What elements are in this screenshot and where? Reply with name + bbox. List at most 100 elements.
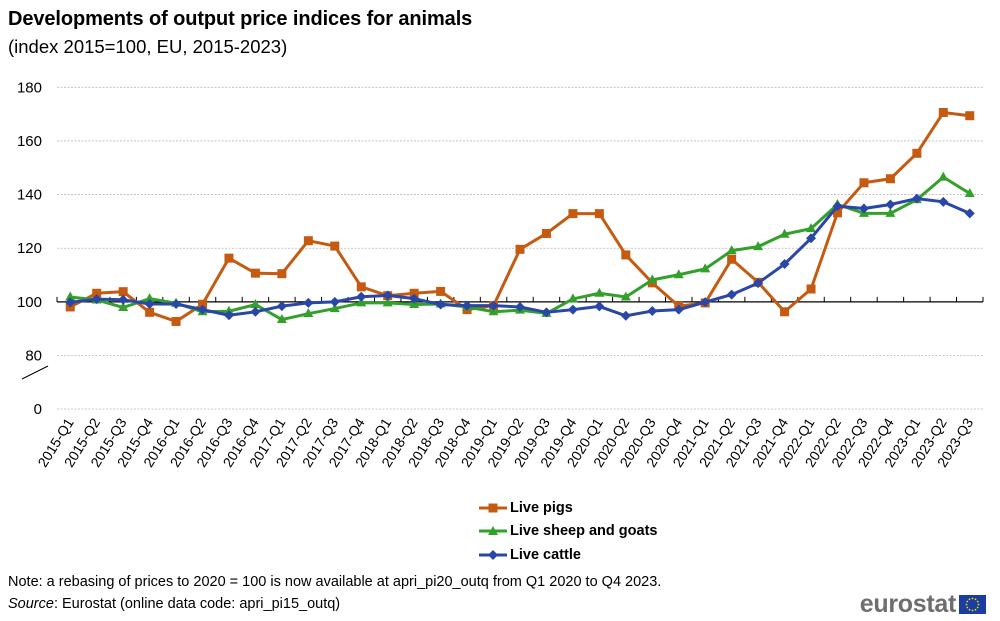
- legend-item-live-cattle[interactable]: Live cattle: [478, 543, 657, 567]
- data-point-square: [965, 111, 975, 121]
- x-axis-tick-labels: 2015-Q12015-Q22015-Q32015-Q42016-Q12016-…: [34, 415, 976, 470]
- legend-item-live-pigs[interactable]: Live pigs: [478, 496, 657, 520]
- legend: Live pigs Live sheep and goats Live catt…: [478, 496, 657, 567]
- data-point-square: [277, 269, 287, 279]
- data-point-diamond: [726, 289, 737, 300]
- data-point-triangle: [356, 297, 367, 307]
- data-point-diamond: [832, 201, 843, 212]
- data-point-triangle: [885, 207, 896, 217]
- y-tick-label: 120: [17, 240, 42, 257]
- data-point-square: [198, 299, 208, 309]
- data-point-triangle: [382, 297, 393, 307]
- triangle-marker-icon: [479, 526, 507, 536]
- chart-title: Developments of output price indices for…: [8, 8, 473, 30]
- data-point-square: [621, 250, 631, 260]
- data-point-diamond: [541, 307, 552, 318]
- data-point-diamond: [91, 294, 102, 305]
- data-point-diamond: [567, 304, 578, 315]
- y-tick-label: 180: [17, 79, 42, 96]
- data-point-triangle: [303, 308, 314, 318]
- y-tick-label: 100: [17, 294, 42, 311]
- data-point-diamond: [753, 278, 764, 289]
- data-point-square: [409, 288, 419, 298]
- data-point-diamond: [435, 299, 446, 310]
- data-point-triangle: [779, 228, 790, 238]
- data-point-diamond: [171, 299, 182, 310]
- data-point-diamond: [65, 297, 76, 308]
- square-marker-icon: [479, 503, 507, 513]
- legend-label: Live cattle: [510, 546, 581, 563]
- data-point-triangle: [726, 245, 737, 255]
- data-point-square: [436, 286, 446, 296]
- data-point-triangle: [329, 303, 340, 313]
- y-axis-ticks: 180 160 140 120 100 80 0: [17, 79, 42, 418]
- data-point-triangle: [276, 314, 287, 324]
- data-point-triangle: [673, 269, 684, 279]
- data-point-square: [568, 209, 578, 219]
- data-point-triangle: [806, 223, 817, 233]
- data-point-triangle: [964, 188, 975, 198]
- data-point-triangle: [647, 274, 658, 284]
- data-point-diamond: [647, 305, 658, 316]
- data-point-diamond: [303, 297, 314, 308]
- data-point-triangle: [938, 171, 949, 181]
- data-point-diamond: [858, 203, 869, 214]
- data-point-diamond: [938, 196, 949, 207]
- data-point-square: [859, 178, 869, 188]
- data-point-diamond: [144, 299, 155, 310]
- data-point-diamond: [356, 291, 367, 302]
- data-point-square: [171, 316, 181, 326]
- data-point-diamond: [409, 293, 420, 304]
- logo-text: eurostat: [859, 590, 957, 618]
- data-point-square: [806, 284, 816, 294]
- series-layer: [65, 108, 975, 326]
- data-point-square: [224, 253, 234, 263]
- y-tick-label: 0: [34, 401, 42, 418]
- data-point-diamond: [515, 301, 525, 312]
- data-point-square: [938, 108, 948, 118]
- data-point-diamond: [223, 310, 234, 321]
- data-point-square: [780, 307, 790, 317]
- data-point-triangle: [250, 299, 261, 309]
- legend-label: Live pigs: [510, 499, 573, 516]
- y-tick-label: 160: [17, 133, 42, 150]
- y-tick-label: 140: [17, 187, 42, 204]
- eu-flag-icon: [959, 595, 986, 614]
- data-point-diamond: [197, 304, 208, 315]
- data-point-square: [594, 209, 604, 219]
- chart-subtitle: (index 2015=100, EU, 2015-2023): [8, 36, 288, 57]
- data-point-square: [832, 208, 842, 218]
- data-point-diamond: [118, 294, 129, 305]
- data-point-square: [118, 287, 128, 297]
- data-point-triangle: [700, 263, 711, 273]
- data-point-square: [250, 268, 260, 278]
- data-point-diamond: [806, 233, 817, 244]
- data-point-diamond: [885, 199, 896, 210]
- data-point-square: [912, 148, 922, 158]
- data-point-square: [145, 307, 155, 317]
- y-tick-label: 80: [25, 348, 42, 365]
- data-point-square: [303, 236, 313, 246]
- data-point-square: [515, 244, 525, 254]
- data-point-diamond: [673, 304, 684, 315]
- gridlines: [57, 86, 983, 410]
- data-point-square: [330, 241, 340, 251]
- data-point-square: [727, 254, 737, 264]
- axis-break-mark: [21, 365, 49, 380]
- data-point-square: [92, 288, 102, 298]
- data-point-diamond: [620, 310, 631, 321]
- source-label: Source: [8, 596, 54, 612]
- diamond-marker-icon: [479, 549, 507, 560]
- data-point-triangle: [118, 301, 129, 311]
- data-point-diamond: [488, 300, 499, 311]
- eurostat-logo[interactable]: eurostat: [860, 590, 986, 619]
- series-live-cattle: [65, 193, 975, 321]
- legend-item-live-sheep-and-goats[interactable]: Live sheep and goats: [478, 520, 657, 544]
- data-point-triangle: [594, 287, 605, 297]
- legend-label: Live sheep and goats: [510, 523, 658, 540]
- x-axis: [56, 296, 984, 303]
- data-point-triangle: [753, 241, 764, 251]
- data-point-triangle: [144, 293, 155, 303]
- data-point-triangle: [488, 306, 499, 316]
